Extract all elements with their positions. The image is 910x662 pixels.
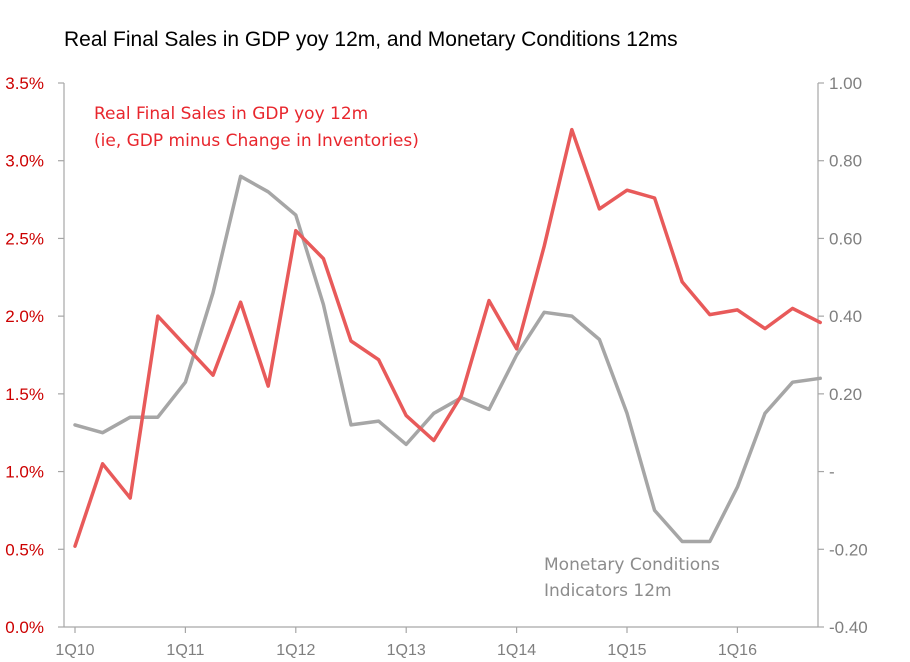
monetary-series-line [73,174,822,544]
monetary-series-label: Monetary Conditions Indicators 12m [544,555,720,601]
monetary-label-line: Indicators 12m [544,581,672,601]
x-tick-label: 1Q16 [718,642,757,659]
right-tick-label: -0.20 [829,540,868,559]
sales-series-line [73,127,822,548]
x-tick-label: 1Q11 [166,642,204,659]
right-tick-label: 0.20 [829,385,862,404]
sales-series-label: Real Final Sales in GDP yoy 12m (ie, GDP … [94,104,419,151]
left-axis-ticks: 0.0% 0.5% 1.0% 1.5% 2.0% 2.5% 3.0% 3.5% [5,74,64,637]
left-tick-label: 2.5% [5,229,44,248]
x-axis-ticks: 1Q10 1Q11 1Q12 1Q13 1Q14 1Q15 1Q16 [55,627,757,659]
right-tick-label: 0.40 [829,307,862,326]
x-tick-label: 1Q15 [607,642,646,659]
x-tick-label: 1Q10 [55,642,94,659]
chart-title: Real Final Sales in GDP yoy 12m, and Mon… [64,28,678,51]
left-tick-label: 1.5% [5,385,44,404]
right-tick-label: 1.00 [829,74,862,93]
axes [63,83,819,628]
right-tick-label: - [829,463,835,482]
left-tick-label: 3.5% [5,74,44,93]
monetary-label-line: Monetary Conditions [544,555,720,575]
x-tick-label: 1Q13 [387,642,426,659]
left-tick-label: 3.0% [5,152,44,171]
left-tick-label: 0.0% [5,618,44,637]
right-tick-label: 0.60 [829,229,862,248]
series-layer [73,127,822,548]
left-tick-label: 0.5% [5,540,44,559]
right-tick-label: 0.80 [829,152,862,171]
sales-label-line: Real Final Sales in GDP yoy 12m [94,104,368,124]
x-tick-label: 1Q12 [276,642,315,659]
sales-label-line: (ie, GDP minus Change in Inventories) [94,131,419,151]
right-axis-ticks: -0.40-0.20-0.200.400.600.801.00 [818,74,868,637]
left-tick-label: 2.0% [5,307,44,326]
left-tick-label: 1.0% [5,463,44,482]
right-tick-label: -0.40 [829,618,868,637]
x-tick-label: 1Q14 [497,642,536,659]
